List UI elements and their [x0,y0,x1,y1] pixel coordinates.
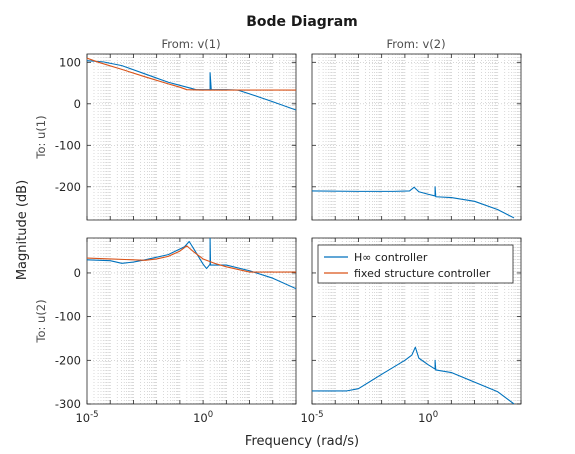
y-tick-label: -200 [55,180,81,194]
series-group [87,238,296,289]
panel-frame [312,54,521,220]
row-label-u2: To: u(2) [34,299,48,343]
grid [312,54,521,220]
series-group [87,58,296,110]
panel-0-1 [312,54,521,220]
y-tick-label: -200 [55,353,81,367]
x-tick-label: 100 [193,410,213,425]
panel-0-0: 100 0 -100 -200 [55,54,296,220]
y-tick-label: -100 [55,310,81,324]
y-tick-label: -100 [55,138,81,152]
x-tick-label: 100 [418,410,438,425]
x-tick-label: 10-5 [75,410,98,425]
legend-entry-hinf: H∞ controller [354,251,428,264]
chart-title: Bode Diagram [246,14,358,30]
column-label-v1: From: v(1) [161,37,220,51]
series-line-hinf [87,238,296,289]
x-axis-label: Frequency (rad/s) [245,434,359,449]
row-label-u1: To: u(1) [34,115,48,159]
legend-entry-fixed: fixed structure controller [354,267,491,280]
y-tick-label: 0 [74,266,81,280]
legend: H∞ controller fixed structure controller [318,245,513,283]
series-line-fixed [87,246,296,272]
y-axis-label: Magnitude (dB) [15,180,30,280]
grid [87,54,296,220]
y-tick-label: 0 [74,97,81,111]
x-tick-label: 10-5 [300,410,323,425]
y-tick-label: 100 [59,55,81,69]
y-tick-label: -300 [55,397,81,411]
panel-frame [87,54,296,220]
column-label-v2: From: v(2) [386,37,445,51]
series-line-fixed [87,58,296,90]
